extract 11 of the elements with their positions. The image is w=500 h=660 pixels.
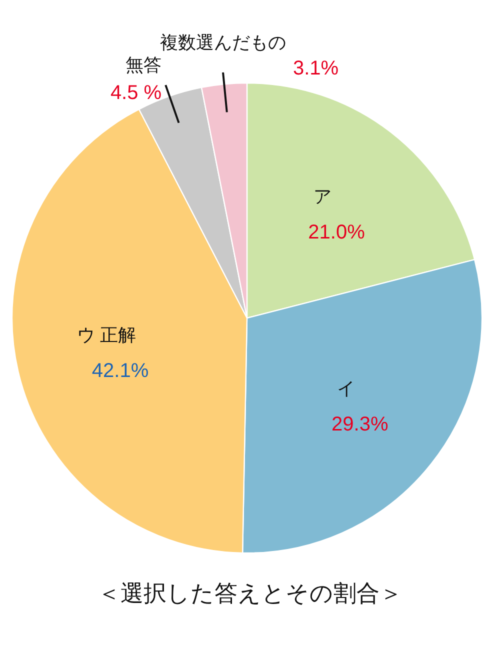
- slice-label: ウ 正解: [76, 324, 136, 345]
- slice-label: ア: [314, 186, 332, 206]
- slice-label: イ: [336, 378, 355, 399]
- text: ＜選択した答えとその割合＞: [98, 580, 402, 606]
- data-label: 4.5 %: [110, 82, 162, 104]
- data-label: 42.1%: [92, 360, 149, 382]
- slice-label: 無答: [126, 55, 162, 76]
- data-label: 29.3%: [332, 414, 388, 436]
- data-label: 3.1%: [293, 57, 339, 80]
- data-label: 21.0%: [308, 221, 366, 244]
- slice-label: 複数選んだもの: [160, 32, 286, 52]
